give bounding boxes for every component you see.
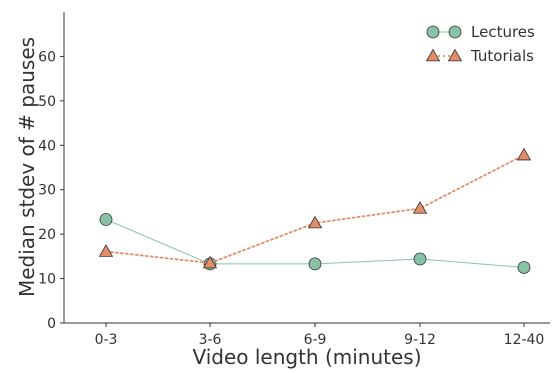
lectures-point xyxy=(517,261,531,274)
x-tick-label: 9-12 xyxy=(404,332,436,348)
y-tick-label: 60 xyxy=(38,49,56,65)
x-tick-label: 3-6 xyxy=(199,332,222,348)
y-tick-label: 20 xyxy=(38,227,56,243)
lectures-point xyxy=(413,252,427,266)
lectures-point xyxy=(99,213,113,226)
y-tick-label: 0 xyxy=(47,316,56,332)
y-tick-label: 30 xyxy=(38,183,56,199)
legend-tutorials-marker xyxy=(447,48,463,62)
series-layer xyxy=(98,147,532,274)
y-tick-label: 10 xyxy=(38,272,56,288)
y-ticks: 0 10 20 30 40 50 60 xyxy=(38,49,64,332)
y-axis-title: Median stdev of # pauses xyxy=(15,37,39,297)
axes xyxy=(63,12,550,324)
tutorials-point xyxy=(202,255,218,269)
legend-tutorials-label: Tutorials xyxy=(470,47,534,65)
y-tick-label: 50 xyxy=(38,94,56,110)
tutorials-point xyxy=(516,147,532,161)
tutorials-series-line xyxy=(105,154,525,264)
tutorials-point xyxy=(307,215,323,229)
legend-lectures-marker xyxy=(426,25,440,39)
legend: Lectures Tutorials xyxy=(425,23,535,65)
x-tick-label: 12-40 xyxy=(504,332,545,348)
x-axis-title: Video length (minutes) xyxy=(192,345,421,369)
tutorials-point xyxy=(98,244,114,257)
lectures-point xyxy=(308,257,322,271)
x-tick-label: 0-3 xyxy=(95,332,118,348)
legend-lectures-label: Lectures xyxy=(471,23,535,41)
y-tick-label: 40 xyxy=(38,138,56,154)
x-ticks: 0-3 3-6 6-9 9-12 12-40 xyxy=(95,323,545,348)
legend-lectures-marker xyxy=(448,25,462,39)
legend-tutorials-marker xyxy=(425,48,441,62)
tutorials-point xyxy=(412,201,428,214)
x-tick-label: 6-9 xyxy=(304,332,327,348)
